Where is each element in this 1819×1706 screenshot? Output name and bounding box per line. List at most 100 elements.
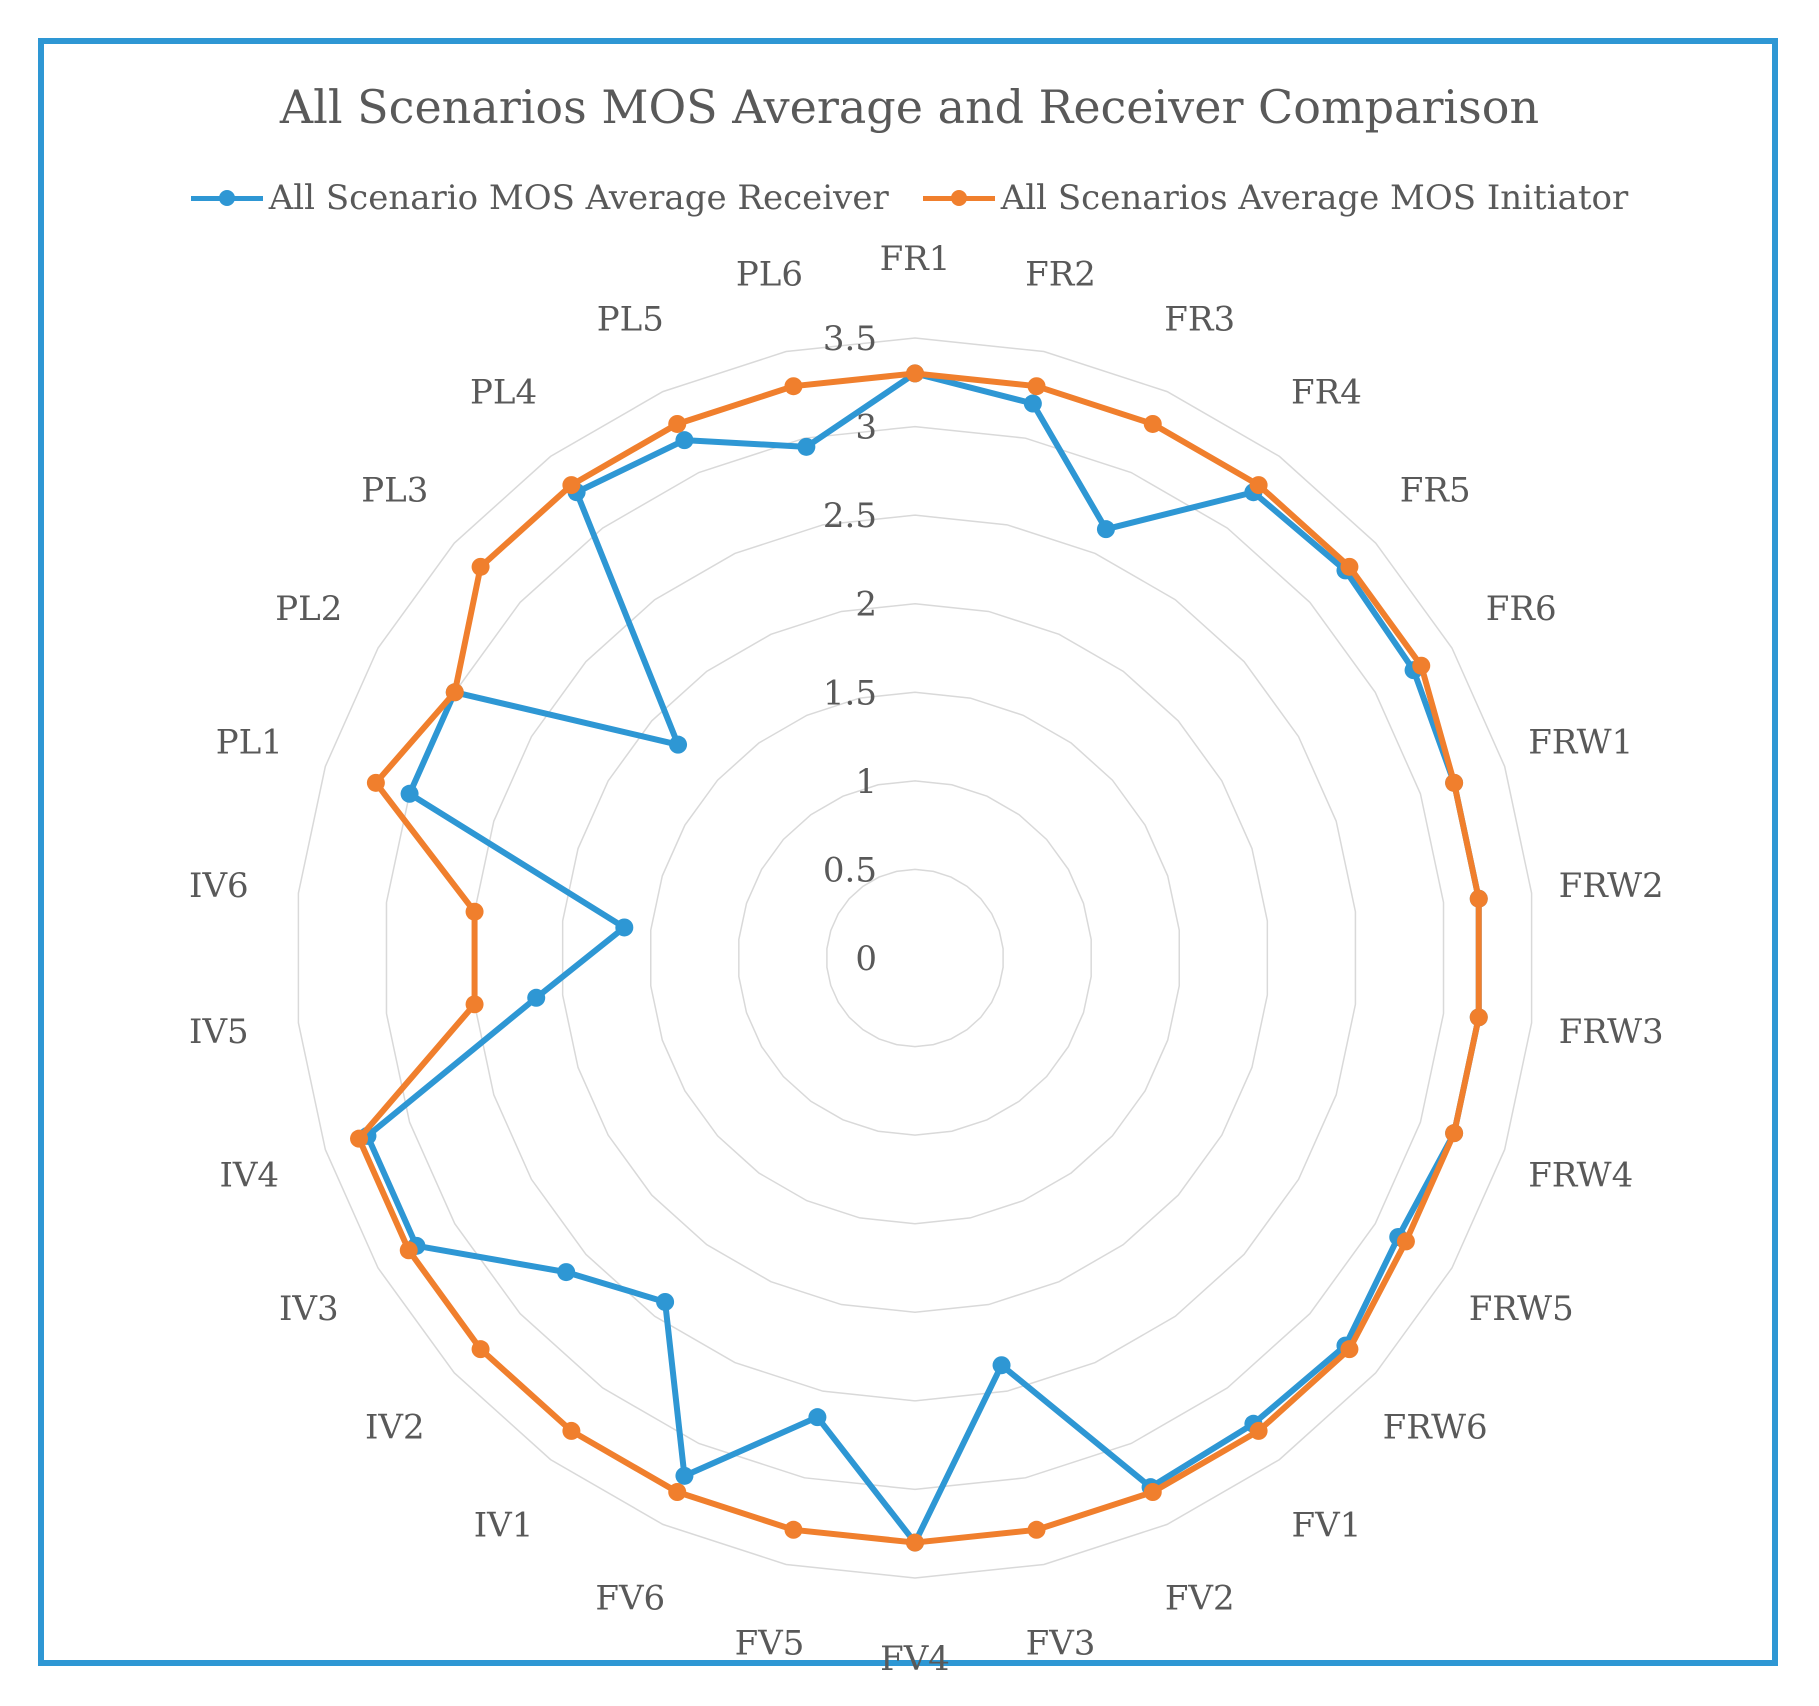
category-label: FV5 bbox=[735, 1624, 805, 1664]
data-point[interactable] bbox=[1027, 1520, 1046, 1539]
data-point[interactable] bbox=[615, 918, 634, 937]
data-point[interactable] bbox=[1340, 1340, 1359, 1359]
data-point[interactable] bbox=[1096, 520, 1115, 539]
r-tick-label: 3.5 bbox=[823, 319, 877, 359]
grid-ring bbox=[561, 602, 1269, 1314]
data-point[interactable] bbox=[350, 1129, 369, 1148]
category-label: IV1 bbox=[474, 1505, 534, 1545]
category-label: FV3 bbox=[1026, 1624, 1096, 1664]
data-point[interactable] bbox=[808, 1408, 827, 1427]
data-point[interactable] bbox=[992, 1356, 1011, 1375]
legend-swatch-receiver bbox=[190, 183, 263, 213]
category-label: PL5 bbox=[597, 300, 664, 340]
r-tick-label: 0 bbox=[855, 939, 877, 979]
data-point[interactable] bbox=[784, 377, 803, 396]
data-point[interactable] bbox=[562, 1421, 581, 1440]
category-label: PL2 bbox=[275, 589, 342, 629]
data-point[interactable] bbox=[562, 476, 581, 495]
data-point[interactable] bbox=[1249, 476, 1268, 495]
r-tick-label: 2.5 bbox=[823, 496, 877, 536]
category-label: FRW1 bbox=[1528, 723, 1633, 763]
data-point[interactable] bbox=[1412, 656, 1431, 675]
category-label: FV2 bbox=[1165, 1578, 1235, 1618]
data-point[interactable] bbox=[1469, 889, 1488, 908]
category-label: PL1 bbox=[216, 723, 283, 763]
data-point[interactable] bbox=[669, 735, 688, 754]
data-point[interactable] bbox=[1249, 1421, 1268, 1440]
category-label: PL3 bbox=[361, 471, 428, 511]
category-label: FV4 bbox=[880, 1639, 950, 1679]
data-point[interactable] bbox=[1027, 377, 1046, 396]
legend-swatch-initiator bbox=[922, 183, 995, 213]
data-point[interactable] bbox=[366, 773, 385, 792]
grid-ring bbox=[738, 780, 1092, 1136]
category-label: FR4 bbox=[1291, 373, 1362, 413]
data-point[interactable] bbox=[1396, 1232, 1415, 1251]
series-line-0 bbox=[364, 370, 1482, 1546]
category-label: FR3 bbox=[1164, 300, 1235, 340]
data-point[interactable] bbox=[1143, 414, 1162, 433]
data-point[interactable] bbox=[465, 995, 484, 1014]
series-layer bbox=[350, 364, 1488, 1552]
data-point[interactable] bbox=[784, 1520, 803, 1539]
legend-label-initiator: All Scenarios Average MOS Initiator bbox=[1000, 178, 1629, 218]
data-point[interactable] bbox=[668, 414, 687, 433]
legend-label-receiver: All Scenario MOS Average Receiver bbox=[268, 178, 889, 218]
data-point[interactable] bbox=[1340, 557, 1359, 576]
chart-title: All Scenarios MOS Average and Receiver C… bbox=[279, 80, 1540, 134]
data-point[interactable] bbox=[400, 784, 419, 803]
category-label: FRW2 bbox=[1559, 866, 1664, 906]
data-point[interactable] bbox=[906, 364, 924, 383]
category-label: IV3 bbox=[279, 1289, 339, 1329]
data-point[interactable] bbox=[1445, 773, 1464, 792]
data-point[interactable] bbox=[906, 1533, 924, 1552]
grid-ring bbox=[473, 514, 1357, 1402]
category-label: PL4 bbox=[470, 373, 537, 413]
data-point[interactable] bbox=[668, 1483, 687, 1502]
grid-ring bbox=[297, 337, 1533, 1579]
category-label: FRW5 bbox=[1469, 1289, 1574, 1329]
data-point[interactable] bbox=[656, 1292, 675, 1311]
data-point[interactable] bbox=[465, 902, 484, 921]
data-point[interactable] bbox=[1023, 394, 1042, 413]
r-tick-label: 3 bbox=[855, 408, 877, 448]
category-label: FRW3 bbox=[1559, 1012, 1664, 1052]
category-label: PL6 bbox=[736, 254, 803, 294]
category-label: FR6 bbox=[1486, 589, 1557, 629]
category-label: IV2 bbox=[365, 1407, 425, 1447]
category-label: FR5 bbox=[1400, 471, 1471, 511]
category-label: FRW6 bbox=[1383, 1407, 1488, 1447]
category-label: FV6 bbox=[595, 1578, 665, 1618]
data-point[interactable] bbox=[399, 1241, 418, 1260]
legend-item-initiator[interactable]: All Scenarios Average MOS Initiator bbox=[922, 178, 1629, 218]
category-label: FRW4 bbox=[1528, 1155, 1633, 1195]
chart-frame bbox=[38, 38, 1778, 1666]
category-label: FR1 bbox=[880, 239, 951, 279]
r-tick-label: 1 bbox=[855, 762, 877, 802]
data-point[interactable] bbox=[471, 557, 490, 576]
category-label: FV1 bbox=[1292, 1505, 1362, 1545]
data-point[interactable] bbox=[797, 437, 816, 456]
series-line-1 bbox=[356, 370, 1482, 1546]
data-point[interactable] bbox=[1445, 1124, 1464, 1143]
grid-layer bbox=[297, 337, 1533, 1579]
r-tick-label: 0.5 bbox=[823, 850, 877, 890]
data-point[interactable] bbox=[675, 1466, 694, 1485]
legend-item-receiver[interactable]: All Scenario MOS Average Receiver bbox=[190, 178, 889, 218]
category-label: FR2 bbox=[1025, 254, 1096, 294]
grid-ring bbox=[649, 691, 1181, 1225]
category-label: IV4 bbox=[219, 1155, 279, 1195]
data-point[interactable] bbox=[1469, 1008, 1488, 1027]
r-tick-label: 1.5 bbox=[823, 673, 877, 713]
data-point[interactable] bbox=[445, 683, 464, 702]
data-point[interactable] bbox=[557, 1263, 576, 1282]
category-label: IV6 bbox=[189, 866, 249, 906]
data-point[interactable] bbox=[1143, 1483, 1162, 1502]
grid-ring bbox=[385, 425, 1445, 1491]
category-label: IV5 bbox=[189, 1012, 249, 1052]
data-point[interactable] bbox=[471, 1340, 490, 1359]
data-point[interactable] bbox=[675, 431, 694, 450]
data-point[interactable] bbox=[527, 988, 546, 1007]
